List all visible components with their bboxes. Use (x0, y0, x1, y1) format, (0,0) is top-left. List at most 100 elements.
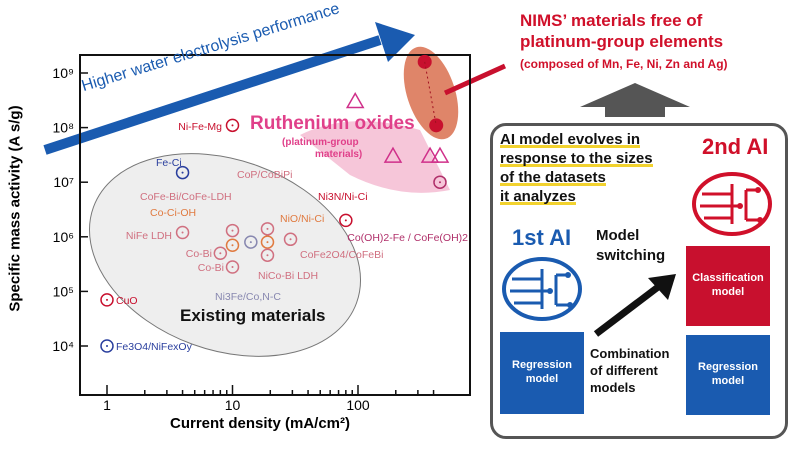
data-point-label: Ni-Fe-Mg (178, 121, 222, 133)
combo-line: Combination (590, 346, 670, 361)
data-point (100, 339, 114, 353)
data-point-label: Co-Bi (186, 248, 212, 260)
y-tick-label: 10⁷ (53, 174, 74, 190)
data-point-center (219, 252, 222, 255)
y-tick-label: 10⁶ (53, 229, 74, 245)
x-tick-label: 1 (103, 397, 111, 413)
data-point-label: Ni3Fe/Co,N-C (215, 291, 281, 303)
combination-label: Combination of different models (590, 345, 669, 396)
nims-link (424, 61, 437, 126)
data-point (100, 293, 114, 307)
first-ai-label: 1st AI (512, 225, 572, 250)
existing-materials-label: Existing materials (180, 306, 326, 325)
data-point-center (266, 227, 269, 230)
nims-line: platinum-group elements (520, 32, 724, 51)
desc-line: of the datasets (500, 169, 606, 186)
x-tick-label: 10 (225, 397, 241, 413)
data-point-center (289, 238, 292, 241)
ruthenium-point (430, 146, 450, 163)
ai-description: AI model evolves in response to the size… (500, 130, 653, 206)
data-point (339, 213, 353, 228)
data-point (260, 222, 275, 236)
data-point-center (231, 229, 234, 232)
data-point-label: Co(OH)2-Fe / CoFe(OH)2 (347, 232, 468, 244)
data-point (175, 165, 190, 180)
y-tick-label: 10⁸ (53, 120, 75, 136)
data-point-label: Fe-Ci (156, 157, 182, 169)
nims-region (403, 46, 459, 140)
box-line: model (711, 286, 745, 298)
ruthenium-region (300, 121, 450, 193)
model-switching-label: Model switching (596, 226, 665, 266)
data-point-label: Co-Ci-OH (150, 207, 196, 219)
data-point (283, 232, 298, 247)
data-point-label: CoFe-Bi/CoFe-LDH (140, 191, 232, 203)
ruthenium-sub: materials) (315, 149, 363, 160)
performance-arrow-shaft (43, 35, 382, 155)
nims-composition: (composed of Mn, Fe, Ni, Zn and Ag) (520, 57, 728, 71)
desc-line: AI model evolves in (500, 131, 641, 148)
y-tick-label: 10⁹ (52, 65, 74, 81)
data-point (225, 223, 240, 238)
y-tick-label: 10⁴ (52, 338, 74, 354)
data-point-label: NiFe LDH (126, 230, 172, 242)
classification-model-box: Classification model (686, 246, 770, 326)
data-point-center (231, 124, 234, 127)
data-point-center (249, 241, 252, 244)
data-point-center (106, 345, 108, 347)
data-point-label: CoP/CoBiPi (237, 169, 292, 181)
nims-point (429, 118, 444, 133)
regression-model-box-1: Regression model (500, 332, 584, 414)
box-line: Classification (692, 272, 764, 285)
combo-line: models (590, 380, 636, 395)
data-point-center (231, 265, 234, 268)
data-point-label: Co-Bi (198, 262, 224, 274)
combo-line: of different (590, 363, 658, 378)
data-point-label: NiO/Ni-Ci (280, 213, 324, 225)
ruthenium-point (345, 92, 365, 109)
data-point-label: CuO (116, 295, 138, 307)
regression-model-box-2: Regression model (686, 335, 770, 415)
up-arrow-icon (580, 83, 690, 117)
desc-line: it analyzes (500, 188, 576, 205)
data-point (225, 118, 240, 133)
existing-materials-region (88, 153, 362, 357)
x-axis-label: Current density (mA/cm²) (169, 415, 351, 432)
data-point (433, 175, 447, 189)
data-point (213, 246, 228, 260)
data-point-label: CoFe2O4/CoFeBi (300, 249, 383, 261)
desc-line: response to the sizes (500, 150, 653, 167)
plot-frame (79, 54, 471, 396)
data-point-center (181, 231, 184, 234)
data-point (244, 235, 258, 249)
box-line: model (711, 375, 745, 387)
ruthenium-point (420, 146, 440, 163)
y-axis-label: Specific mass activity (A s/g) (6, 105, 24, 312)
data-point-center (266, 241, 269, 244)
performance-arrow-head (375, 22, 415, 62)
data-point-center (231, 244, 234, 247)
switch-line: Model (596, 227, 640, 244)
box-line: model (525, 373, 559, 385)
ruthenium-point (383, 146, 403, 163)
ruthenium-label: Ruthenium oxides (250, 113, 415, 134)
data-point (225, 260, 240, 274)
data-point (260, 235, 275, 249)
ruthenium-sub: (platinum-group (282, 137, 359, 148)
y-tick-label: 10⁵ (53, 283, 74, 299)
box-line: Regression (698, 361, 758, 374)
data-point (225, 238, 240, 253)
data-point (260, 248, 275, 262)
data-point-label: Fe3O4/NiFexOy (116, 341, 193, 353)
data-point-center (438, 181, 441, 184)
switch-line: switching (596, 247, 666, 264)
ai-panel (490, 123, 788, 439)
nims-title: NIMS’ materials free of platinum-group e… (520, 10, 723, 52)
switch-arrow-icon (593, 274, 676, 337)
box-line: Regression (512, 359, 572, 372)
data-point-center (344, 219, 347, 222)
nims-pointer (443, 63, 507, 96)
data-point-label: NiCo-Bi LDH (258, 270, 318, 282)
x-tick-label: 100 (346, 397, 370, 413)
